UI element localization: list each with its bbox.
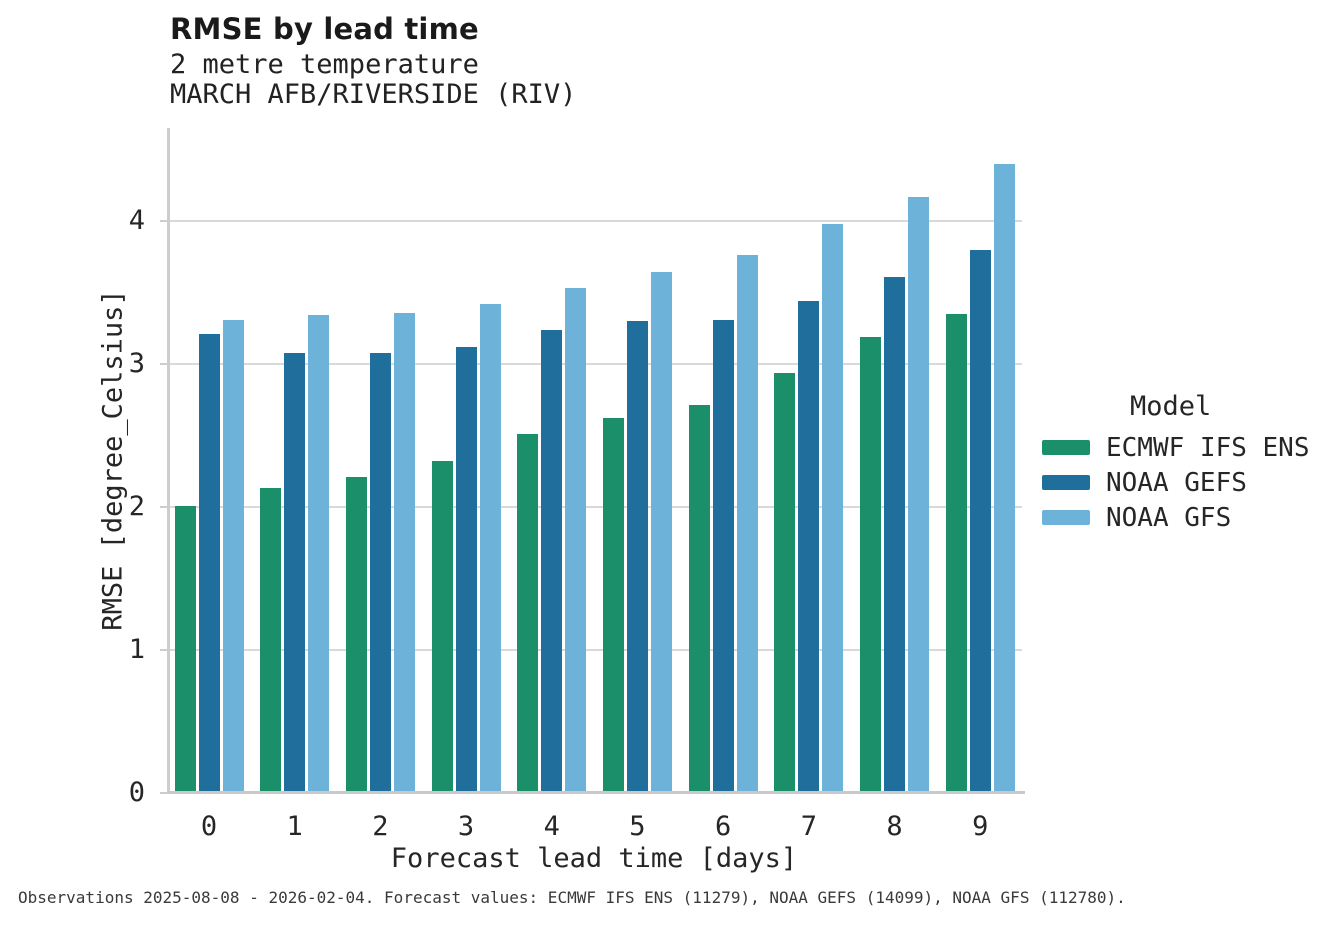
gridline-y-3 — [167, 363, 1022, 365]
chart-title: RMSE by lead time — [170, 12, 479, 46]
y-tick-label-0: 0 — [128, 777, 145, 808]
x-tick-label-6: 6 — [714, 811, 732, 842]
legend-label: ECMWF IFS ENS — [1106, 432, 1310, 463]
y-tick-label-4: 4 — [128, 205, 145, 236]
x-tick-label-9: 9 — [972, 811, 989, 842]
chart-subtitle-station: MARCH AFB/RIVERSIDE (RIV) — [170, 79, 577, 110]
y-tick-mark-1 — [160, 649, 167, 651]
bar-noaa-gfs-lead-3 — [479, 304, 501, 793]
bar-ecmwf-ifs-ens-lead-7 — [774, 373, 796, 793]
bar-ecmwf-ifs-ens-lead-9 — [945, 314, 967, 793]
bar-ecmwf-ifs-ens-lead-1 — [260, 488, 282, 793]
legend-label: NOAA GFS — [1106, 502, 1232, 533]
bar-noaa-gefs-lead-6 — [712, 320, 734, 793]
bar-noaa-gfs-lead-4 — [565, 288, 587, 793]
legend-entry-noaa-gefs: NOAA GEFS — [1042, 465, 1310, 500]
y-axis-spine — [167, 128, 170, 793]
bar-noaa-gfs-lead-0 — [222, 320, 244, 793]
legend-entry-ecmwf-ifs-ens: ECMWF IFS ENS — [1042, 430, 1310, 465]
legend-swatch — [1042, 440, 1090, 455]
x-tick-label-7: 7 — [800, 811, 817, 842]
bar-noaa-gfs-lead-5 — [650, 272, 672, 793]
bar-noaa-gfs-lead-8 — [908, 197, 930, 793]
y-tick-mark-2 — [160, 506, 167, 508]
bar-ecmwf-ifs-ens-lead-5 — [602, 418, 624, 793]
bar-noaa-gfs-lead-6 — [736, 255, 758, 793]
legend-swatch — [1042, 475, 1090, 490]
bar-noaa-gefs-lead-1 — [284, 353, 306, 793]
bar-noaa-gfs-lead-2 — [393, 313, 415, 793]
bar-noaa-gefs-lead-4 — [541, 330, 563, 793]
plot-area — [167, 128, 1022, 793]
chart-subtitle-variable: 2 metre temperature — [170, 49, 479, 80]
bar-ecmwf-ifs-ens-lead-8 — [860, 337, 882, 793]
y-tick-mark-0 — [160, 792, 167, 794]
bar-ecmwf-ifs-ens-lead-4 — [517, 434, 539, 793]
bar-noaa-gefs-lead-2 — [369, 353, 391, 793]
y-tick-label-1: 1 — [128, 634, 145, 665]
y-tick-label-3: 3 — [128, 348, 145, 379]
x-tick-label-1: 1 — [286, 811, 303, 842]
bar-noaa-gefs-lead-0 — [198, 334, 220, 793]
bar-noaa-gefs-lead-8 — [884, 277, 906, 793]
x-tick-label-5: 5 — [629, 811, 646, 842]
legend-entry-noaa-gfs: NOAA GFS — [1042, 500, 1310, 535]
x-axis-spine — [167, 791, 1025, 794]
bar-noaa-gefs-lead-7 — [798, 301, 820, 793]
bar-noaa-gfs-lead-9 — [993, 164, 1015, 793]
legend-rows: ECMWF IFS ENS NOAA GEFS NOAA GFS — [1042, 430, 1310, 535]
bar-noaa-gefs-lead-5 — [626, 321, 648, 793]
bar-noaa-gefs-lead-3 — [455, 347, 477, 793]
y-tick-label-2: 2 — [128, 491, 145, 522]
x-tick-label-0: 0 — [200, 811, 218, 842]
legend: Model ECMWF IFS ENS NOAA GEFS NOAA GFS — [1042, 392, 1310, 535]
bar-noaa-gefs-lead-9 — [969, 250, 991, 793]
footer-note: Observations 2025-08-08 - 2026-02-04. Fo… — [18, 888, 1126, 907]
bar-noaa-gfs-lead-1 — [308, 315, 330, 793]
legend-title: Model — [1130, 391, 1212, 422]
x-tick-label-8: 8 — [886, 811, 903, 842]
gridline-y-2 — [167, 506, 1022, 508]
y-axis-title: RMSE [degree_Celsius] — [97, 289, 129, 631]
x-tick-label-2: 2 — [372, 811, 389, 842]
gridline-y-1 — [167, 649, 1022, 651]
x-tick-label-4: 4 — [543, 811, 560, 842]
y-tick-mark-4 — [160, 220, 167, 222]
bar-noaa-gfs-lead-7 — [822, 224, 844, 793]
bar-ecmwf-ifs-ens-lead-0 — [174, 506, 196, 793]
legend-swatch — [1042, 510, 1090, 525]
bar-ecmwf-ifs-ens-lead-6 — [688, 405, 710, 793]
y-tick-mark-3 — [160, 363, 167, 365]
legend-label: NOAA GEFS — [1106, 467, 1247, 498]
gridline-y-4 — [167, 220, 1022, 222]
x-axis-title: Forecast lead time [days] — [390, 843, 798, 874]
bar-ecmwf-ifs-ens-lead-2 — [345, 477, 367, 793]
x-tick-label-3: 3 — [457, 811, 475, 842]
bar-ecmwf-ifs-ens-lead-3 — [431, 461, 453, 793]
